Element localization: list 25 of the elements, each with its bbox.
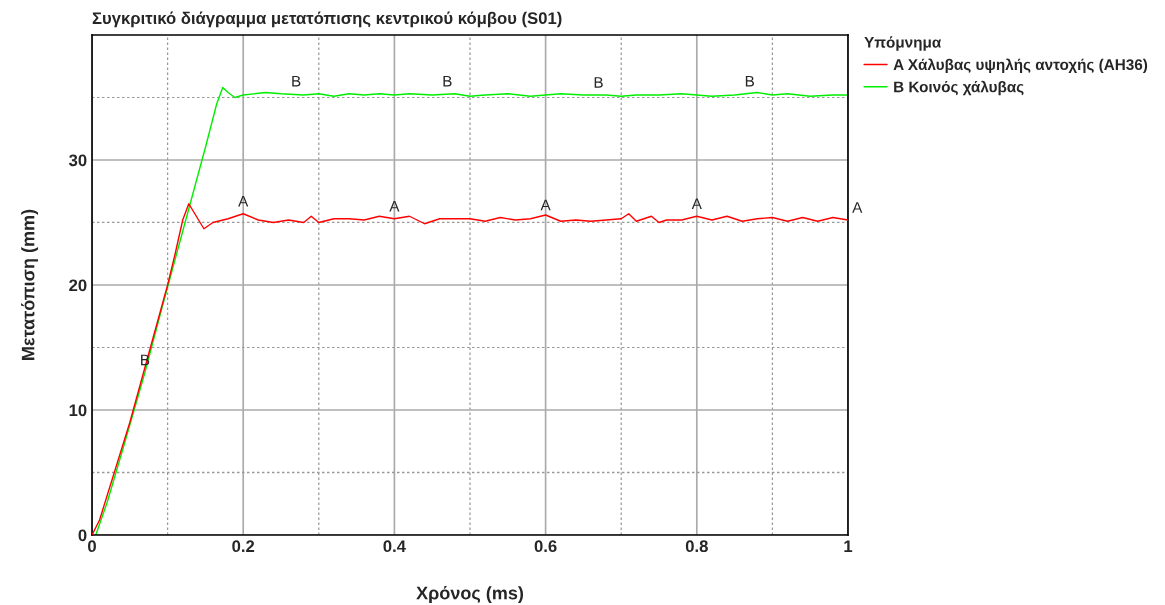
y-tick-label: 0 xyxy=(78,529,87,542)
annotation: B xyxy=(292,75,301,87)
y-axis-title: Μετατόπιση (mm) xyxy=(21,209,39,360)
annotation: A xyxy=(691,198,702,209)
x-tick-label: 0.8 xyxy=(685,540,708,553)
x-tick-label: 0 xyxy=(88,540,96,553)
x-tick-label: 0.4 xyxy=(383,540,406,553)
annotation: A xyxy=(540,199,551,211)
x-axis-title: Χρόνος (ms) xyxy=(416,585,524,603)
legend-label: B Κοινός χάλυβας xyxy=(894,80,1024,96)
annotation: A xyxy=(389,200,400,212)
annotation: B xyxy=(745,75,755,87)
y-tick-label: 20 xyxy=(69,279,87,292)
y-tick-label: 30 xyxy=(68,154,87,167)
legend-label: A Χάλυβας υψηλής αντοχής (AH36) xyxy=(893,58,1148,74)
x-tick-label: 1 xyxy=(844,540,853,552)
annotation: B xyxy=(594,77,603,88)
x-tick-label: 0.2 xyxy=(232,540,255,553)
annotation: A xyxy=(238,195,249,207)
y-tick-label: 10 xyxy=(69,404,87,417)
chart-title: Συγκριτικό διάγραμμα μετατόπισης κεντρικού κόμβου (S01) xyxy=(92,11,562,28)
x-tick-label: 0.6 xyxy=(534,540,557,553)
legend-title: Υπόμνημα xyxy=(864,36,942,51)
annotation: B xyxy=(443,75,452,87)
annotation: A xyxy=(852,202,863,213)
